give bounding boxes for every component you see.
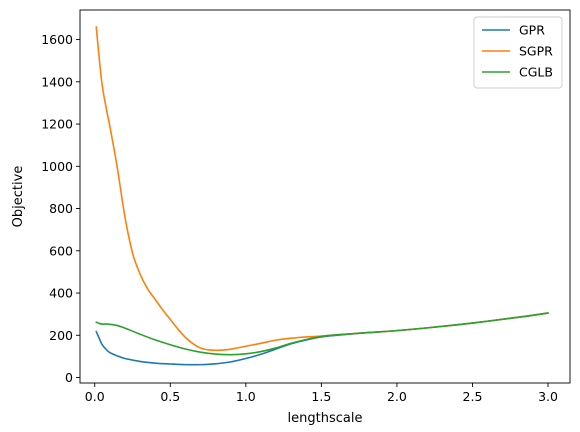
y-axis: 0 200 400 600 800 1000 1200 1400 1600 (41, 32, 80, 385)
legend-label-cglb: CGLB (519, 65, 553, 80)
y-tick-label: 1000 (41, 159, 73, 174)
y-tick-label: 400 (49, 286, 73, 301)
y-tick-label: 1200 (41, 117, 73, 132)
x-tick-label: 0.5 (160, 389, 180, 404)
y-axis-title: Objective (11, 166, 26, 228)
y-tick-label: 0 (65, 370, 73, 385)
y-tick-label: 1600 (41, 32, 73, 47)
legend-label-sgpr: SGPR (519, 44, 553, 59)
y-tick-label: 800 (49, 201, 73, 216)
y-tick-label: 200 (49, 328, 73, 343)
legend: GPR SGPR CGLB (473, 16, 563, 89)
series-line-cglb (95, 312, 549, 356)
y-tick-label: 1400 (41, 74, 73, 89)
series-layer (95, 26, 549, 366)
x-tick-label: 1.0 (236, 389, 256, 404)
x-axis: 0.0 0.5 1.0 1.5 2.0 2.5 3.0 (85, 383, 558, 404)
x-tick-label: 1.5 (311, 389, 331, 404)
plot-frame (79, 9, 571, 384)
x-tick-label: 2.0 (387, 389, 407, 404)
x-axis-title: lengthscale (288, 411, 363, 426)
legend-label-gpr: GPR (519, 23, 545, 38)
x-tick-label: 2.5 (463, 389, 483, 404)
y-tick-label: 600 (49, 243, 73, 258)
x-tick-label: 0.0 (85, 389, 105, 404)
legend-box (473, 16, 563, 89)
x-tick-label: 3.0 (538, 389, 558, 404)
